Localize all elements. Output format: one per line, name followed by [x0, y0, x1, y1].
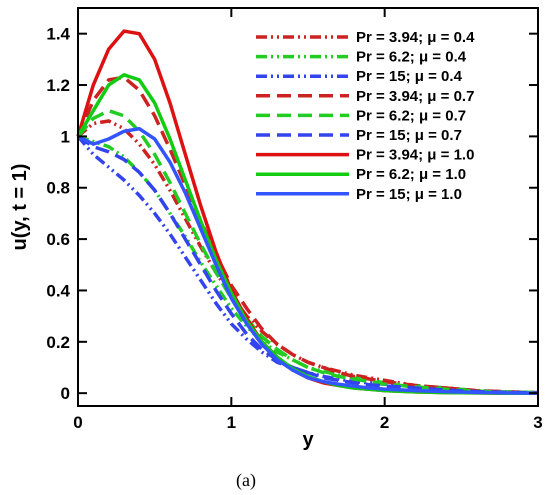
- x-tick-label: 2: [380, 413, 389, 432]
- figure-caption: (a): [236, 470, 256, 491]
- legend-label-1: Pr = 3.94; μ = 0.4: [356, 29, 475, 46]
- y-tick-label: 0.2: [46, 333, 70, 352]
- legend-label-9: Pr = 15; μ = 1.0: [356, 186, 462, 203]
- y-tick-label: 1.2: [46, 76, 70, 95]
- legend-label-4: Pr = 3.94; μ = 0.7: [356, 88, 474, 105]
- series-line-6: [77, 134, 539, 395]
- y-tick-label: 0: [61, 384, 70, 403]
- legend-label-3: Pr = 15; μ = 0.4: [356, 68, 463, 85]
- y-tick-label: 0.4: [46, 281, 70, 300]
- x-tick-label: 3: [533, 413, 542, 432]
- legend-label-5: Pr = 6.2; μ = 0.7: [356, 107, 466, 124]
- x-tick-label: 1: [227, 413, 236, 432]
- legend-label-2: Pr = 6.2; μ = 0.4: [356, 49, 467, 66]
- series-line-5: [76, 108, 539, 395]
- x-tick-label: 0: [73, 413, 82, 432]
- series-line-8: [76, 73, 538, 395]
- y-tick-label: 1: [61, 127, 70, 146]
- legend-label-8: Pr = 6.2; μ = 1.0: [356, 166, 466, 183]
- series-line-7: [76, 29, 538, 395]
- x-axis-title: y: [302, 429, 314, 451]
- legend-label-6: Pr = 15; μ = 0.7: [356, 127, 462, 144]
- series-layer: [76, 29, 539, 395]
- series-line-4: [76, 75, 539, 395]
- series-line-9: [77, 126, 539, 395]
- legend-label-7: Pr = 3.94; μ = 1.0: [356, 147, 474, 164]
- plot-frame: [77, 7, 539, 407]
- y-tick-label: 0.6: [46, 230, 70, 249]
- ticks-layer: 0 1 2 3 0 0.2 0.4 0.6 0.8 1 1.2 1.4: [46, 8, 543, 432]
- y-tick-label: 1.4: [46, 25, 70, 44]
- legend: Pr = 3.94; μ = 0.4 Pr = 6.2; μ = 0.4 Pr = …: [256, 29, 475, 203]
- y-axis-title: u(y, t = 1): [9, 164, 31, 251]
- y-tick-label: 0.8: [46, 179, 70, 198]
